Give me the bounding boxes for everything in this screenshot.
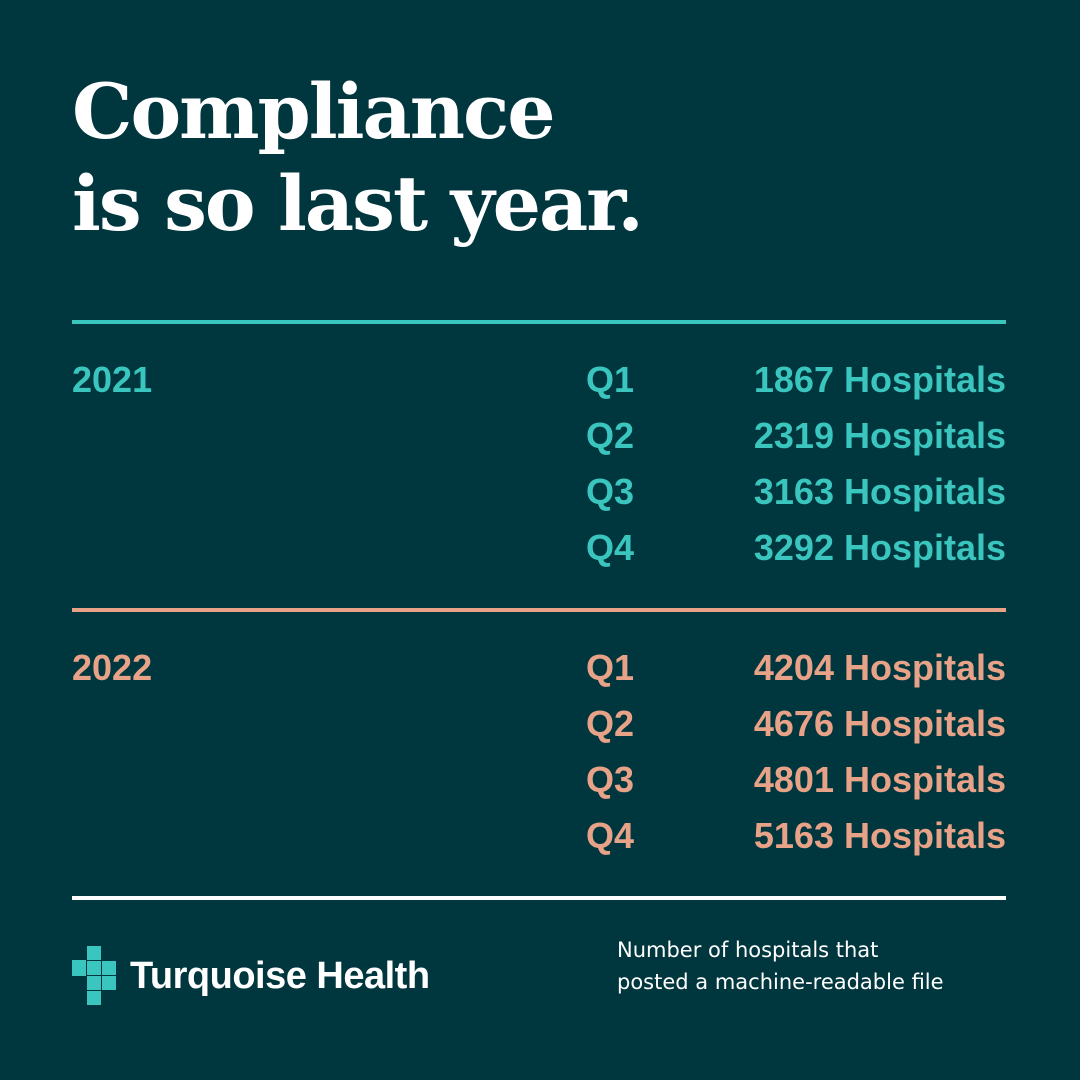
quarter-label: Q1 — [586, 359, 635, 400]
footer-caption: Number of hospitals that posted a machin… — [617, 934, 1017, 998]
hospital-count: 4801 Hospitals — [753, 759, 1006, 800]
year-label-2021: 2021 — [72, 359, 153, 400]
quarter-list-2022: Q1 4204 Hospitals Q2 4676 Hospitals Q3 4… — [586, 640, 1006, 864]
divider-2022 — [72, 608, 1006, 612]
quarter-label: Q3 — [586, 471, 635, 512]
quarter-row: Q3 3163 Hospitals — [586, 464, 1006, 520]
quarter-row: Q4 5163 Hospitals — [586, 808, 1006, 864]
cross-icon — [72, 946, 116, 1006]
brand-name: Turquoise Health — [130, 954, 430, 997]
hospital-count: 3163 Hospitals — [753, 471, 1006, 512]
hospital-count: 4676 Hospitals — [753, 703, 1006, 744]
quarter-row: Q1 1867 Hospitals — [586, 352, 1006, 408]
hospital-count: 2319 Hospitals — [753, 415, 1006, 456]
hospital-count: 1867 Hospitals — [753, 359, 1006, 400]
quarter-label: Q2 — [586, 415, 635, 456]
caption-line-1: Number of hospitals that — [617, 938, 879, 962]
hospital-count: 3292 Hospitals — [753, 527, 1006, 568]
hospital-count: 5163 Hospitals — [753, 815, 1006, 856]
quarter-label: Q3 — [586, 759, 635, 800]
divider-footer — [72, 896, 1006, 900]
hospital-count: 4204 Hospitals — [753, 647, 1006, 688]
brand-logo: Turquoise Health — [72, 946, 430, 1006]
quarter-label: Q4 — [586, 815, 635, 856]
year-label-2022: 2022 — [72, 647, 153, 688]
quarter-label: Q1 — [586, 647, 635, 688]
divider-2021 — [72, 320, 1006, 324]
quarter-row: Q4 3292 Hospitals — [586, 520, 1006, 576]
headline-line-2: is so last year. — [72, 159, 644, 248]
quarter-row: Q1 4204 Hospitals — [586, 640, 1006, 696]
quarter-row: Q3 4801 Hospitals — [586, 752, 1006, 808]
headline: Compliance is so last year. — [72, 66, 644, 250]
quarter-row: Q2 2319 Hospitals — [586, 408, 1006, 464]
quarter-label: Q4 — [586, 527, 635, 568]
quarter-list-2021: Q1 1867 Hospitals Q2 2319 Hospitals Q3 3… — [586, 352, 1006, 576]
quarter-row: Q2 4676 Hospitals — [586, 696, 1006, 752]
headline-line-1: Compliance — [72, 67, 556, 156]
quarter-label: Q2 — [586, 703, 635, 744]
caption-line-2: posted a machine-readable file — [617, 970, 944, 994]
